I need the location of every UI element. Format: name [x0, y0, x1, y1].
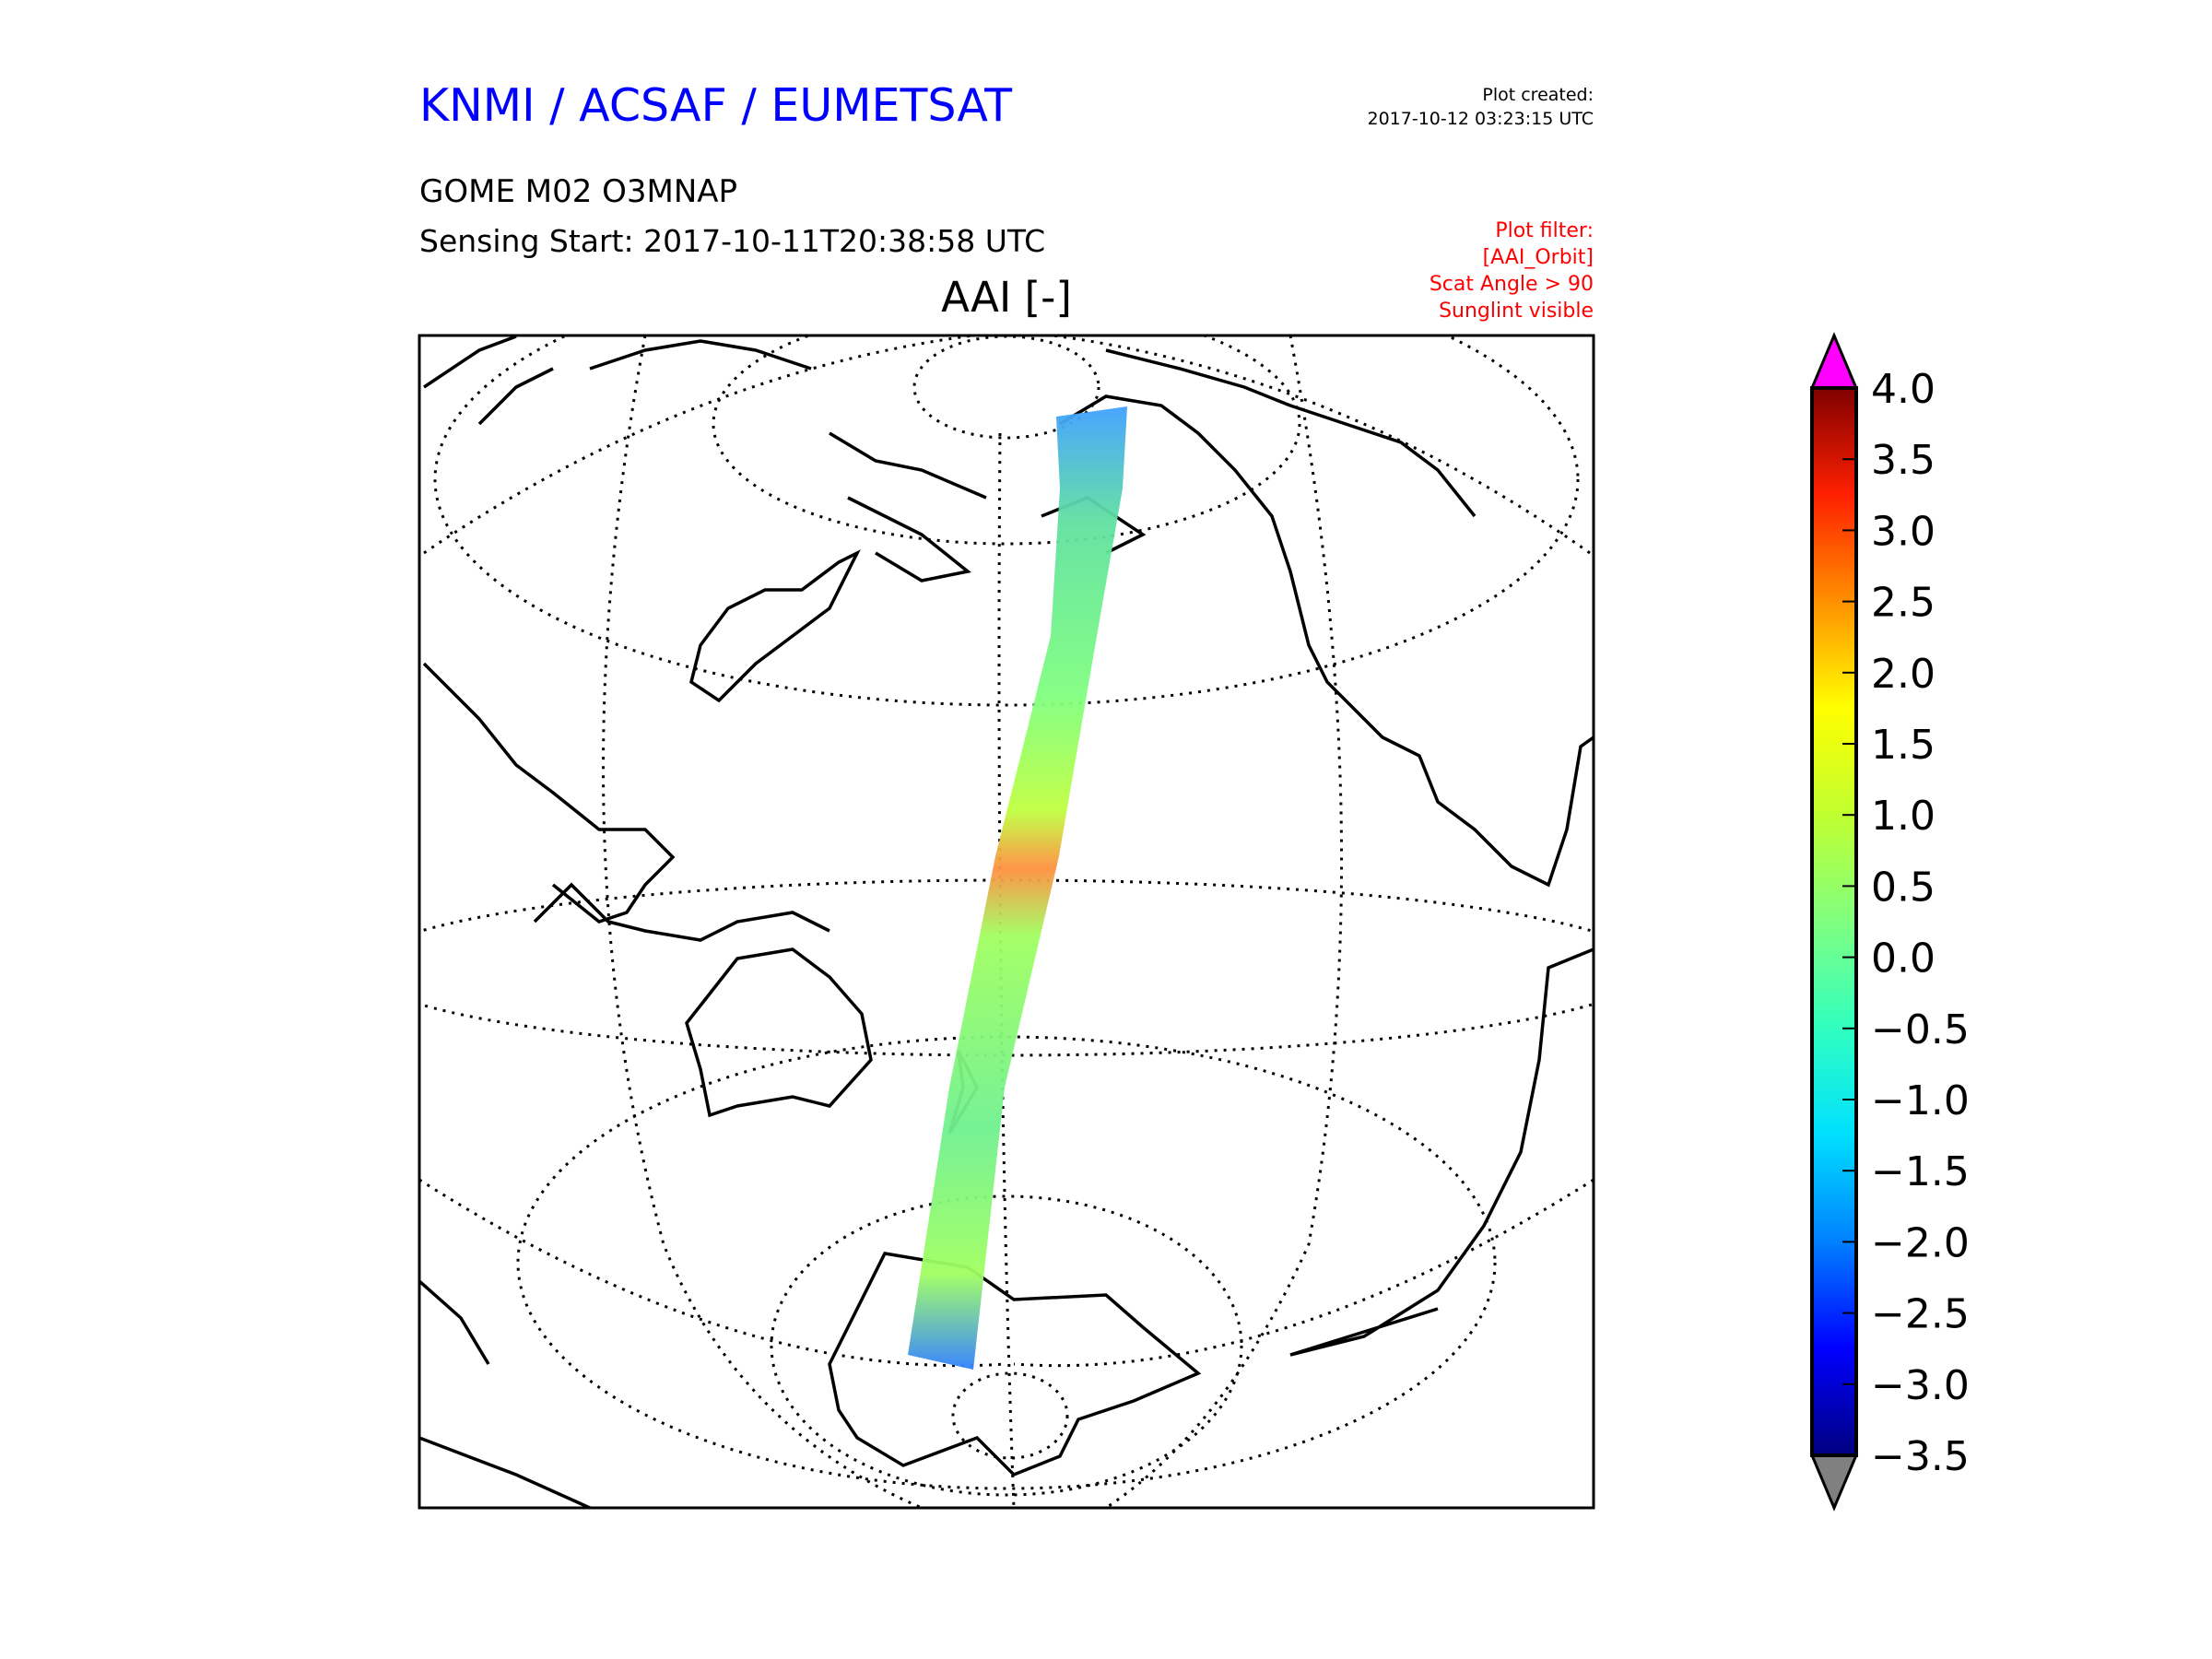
filter-line: Sunglint visible [1439, 300, 1594, 323]
map-area [419, 335, 1594, 1508]
colorbar-over-extension [1809, 332, 1859, 390]
colorbar-under-extension [1809, 1453, 1859, 1512]
colorbar-tick-label: 1.5 [1871, 722, 1936, 769]
map-frame [418, 334, 1595, 1510]
plot-title: AAI [-] [941, 273, 1072, 322]
colorbar-tick-label: 3.0 [1871, 508, 1936, 555]
colorbar-tick-label: 0.5 [1871, 864, 1936, 911]
colorbar-tick-label: −1.5 [1871, 1148, 1970, 1195]
colorbar-body [1810, 386, 1858, 1457]
colorbar-tick-label: −1.0 [1871, 1077, 1970, 1124]
product-name: GOME M02 O3MNAP [419, 173, 738, 210]
colorbar-tick-label: −3.0 [1871, 1362, 1970, 1409]
plot-created: Plot created: 2017-10-12 03:23:15 UTC [1368, 83, 1594, 131]
colorbar-tick-label: −2.5 [1871, 1291, 1970, 1338]
colorbar-tick-label: −3.5 [1871, 1433, 1970, 1480]
plot-created-label: Plot created: [1482, 85, 1594, 105]
colorbar-tick-label: −2.0 [1871, 1219, 1970, 1266]
filter-line: [AAI_Orbit] [1482, 246, 1594, 269]
plot-created-time: 2017-10-12 03:23:15 UTC [1367, 109, 1594, 129]
colorbar-tick-label: 3.5 [1871, 437, 1936, 484]
colorbar-tick-label: 2.5 [1871, 580, 1936, 627]
aai-swath [908, 406, 1127, 1370]
graticule [419, 335, 1594, 1508]
colorbar-tick-label: −0.5 [1871, 1006, 1970, 1053]
filter-line: Scat Angle > 90 [1429, 273, 1594, 296]
colorbar-tick-label: 1.0 [1871, 793, 1936, 840]
colorbar-tick-label: 4.0 [1871, 366, 1936, 413]
colorbar: 4.0 3.5 3.0 2.5 2.0 1.5 1.0 0.5 0.0 −0.5 −1.0 −1.5 −… [1809, 332, 1970, 1512]
colorbar-tick-label: 0.0 [1871, 935, 1936, 982]
colorbar-tick-label: 2.0 [1871, 651, 1936, 698]
sensing-start: Sensing Start: 2017-10-11T20:38:58 UTC [419, 223, 1046, 259]
filter-line: Plot filter: [1495, 219, 1594, 242]
organization-title: KNMI / ACSAF / EUMETSAT [419, 79, 1013, 132]
plot-filter: Plot filter: [AAI_Orbit] Scat Angle > 90… [1430, 218, 1594, 324]
